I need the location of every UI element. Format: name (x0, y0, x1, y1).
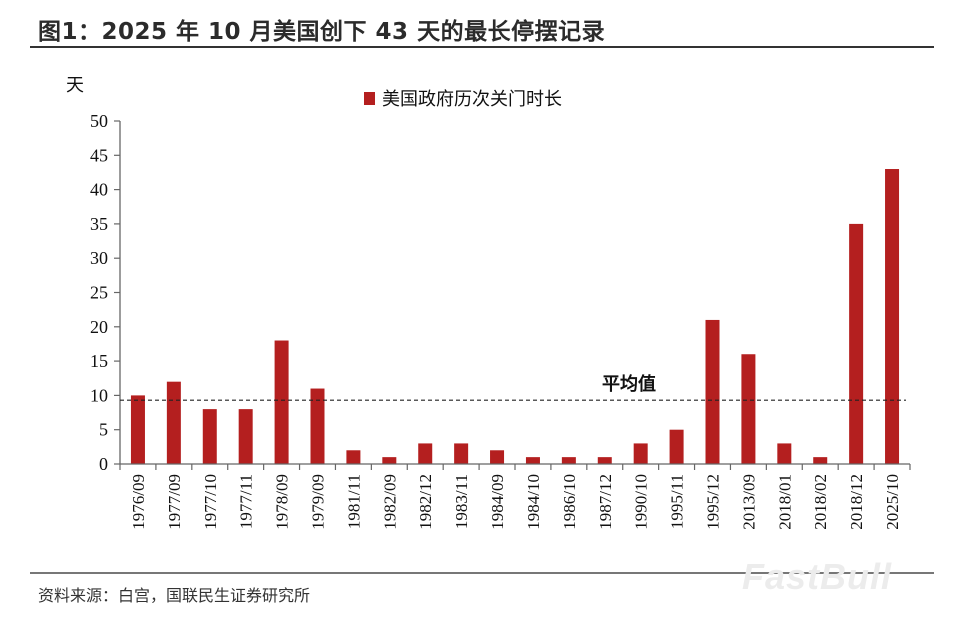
bar (561, 457, 576, 464)
bar (346, 450, 361, 464)
x-tick-label: 1987/12 (596, 474, 615, 530)
bar (418, 443, 433, 464)
y-tick-label: 25 (90, 283, 108, 303)
bar (777, 443, 792, 464)
x-tick-label: 2018/01 (775, 474, 794, 530)
y-tick-label: 5 (99, 420, 108, 440)
bar (382, 457, 397, 464)
legend-label: 美国政府历次关门时长 (382, 89, 562, 110)
bar (310, 388, 325, 464)
x-tick-label: 1977/11 (237, 474, 256, 529)
bar (130, 395, 145, 464)
bar (597, 457, 612, 464)
x-tick-label: 2013/09 (739, 474, 758, 530)
watermark-logo: FastBull (742, 556, 893, 597)
y-tick-label: 35 (90, 214, 108, 234)
bar (238, 409, 253, 464)
x-tick-label: 1982/09 (380, 474, 399, 530)
chart-legend: 美国政府历次关门时长 (364, 89, 562, 110)
x-tick-label: 2025/10 (883, 474, 902, 530)
bar (705, 319, 720, 464)
footer-divider (30, 572, 934, 574)
y-tick-label: 30 (90, 248, 108, 268)
x-tick-label: 1995/11 (668, 474, 687, 529)
y-tick-label: 40 (90, 180, 108, 200)
bar (813, 457, 828, 464)
y-tick-label: 45 (90, 145, 108, 165)
y-axis-label: 天 (66, 75, 84, 95)
x-tick-label: 1977/10 (201, 474, 220, 530)
bar (454, 443, 469, 464)
figure-title: 图1：2025 年 10 月美国创下 43 天的最长停摆记录 (38, 19, 606, 45)
y-tick-label: 0 (99, 454, 108, 474)
x-tick-label: 1978/09 (273, 474, 292, 530)
bar (741, 354, 756, 464)
x-tick-label: 1976/09 (129, 474, 148, 530)
y-tick-label: 20 (90, 317, 108, 337)
y-axis: 0 5 10 15 20 25 30 35 40 45 50 (90, 111, 121, 474)
bar (633, 443, 648, 464)
legend-swatch (364, 92, 375, 105)
bar (849, 223, 864, 464)
x-tick-label: 2018/02 (811, 474, 830, 530)
x-tick-label: 1986/10 (560, 474, 579, 530)
x-tick-label: 1984/09 (488, 474, 507, 530)
x-axis: 1976/09 1977/09 1977/10 1977/11 1978/09 1979/… (119, 463, 911, 530)
bar (525, 457, 540, 464)
bar (202, 409, 217, 464)
x-tick-label: 1995/12 (704, 474, 723, 530)
x-tick-label: 1982/12 (416, 474, 435, 530)
bar (885, 169, 900, 464)
source-note: 资料来源：白宫，国联民生证券研究所 (38, 586, 311, 605)
x-tick-label: 1977/09 (165, 474, 184, 530)
y-tick-label: 50 (90, 111, 108, 131)
x-tick-label: 1990/10 (632, 474, 651, 530)
bar (490, 450, 505, 464)
title-divider (30, 46, 934, 48)
x-tick-label: 1981/11 (344, 474, 363, 529)
bar (274, 340, 289, 464)
x-tick-label: 1983/11 (452, 474, 471, 529)
bar-series (130, 169, 900, 464)
y-tick-label: 15 (90, 351, 108, 371)
x-tick-label: 2018/12 (847, 474, 866, 530)
y-tick-label: 10 (90, 385, 108, 405)
bar (669, 429, 684, 464)
x-tick-label: 1984/10 (524, 474, 543, 530)
average-label: 平均值 (602, 373, 656, 395)
average-line-group: 平均值 (120, 373, 906, 401)
x-tick-label: 1979/09 (309, 474, 328, 530)
bar (166, 381, 181, 464)
